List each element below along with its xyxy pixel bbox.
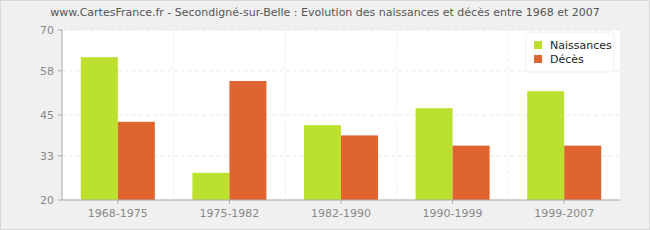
bar xyxy=(229,81,266,200)
grid-line xyxy=(62,30,620,31)
tick-mark xyxy=(58,115,62,116)
legend-label: Décès xyxy=(550,53,584,66)
x-tick-mark xyxy=(564,200,565,204)
bar xyxy=(304,125,341,200)
bar xyxy=(527,91,564,200)
x-tick-mark xyxy=(341,200,342,204)
x-tick-mark xyxy=(229,200,230,204)
legend: NaissancesDécès xyxy=(526,32,614,72)
bar xyxy=(453,146,490,200)
y-tick-label: 20 xyxy=(40,194,54,207)
legend-label: Naissances xyxy=(550,39,612,52)
tick-mark xyxy=(58,200,62,201)
bar xyxy=(416,108,453,200)
grid-line-vertical xyxy=(396,30,397,200)
grid-line-vertical xyxy=(508,30,509,200)
y-tick-label: 70 xyxy=(40,24,54,37)
x-tick-label: 1975-1982 xyxy=(199,207,259,220)
x-tick-label: 1982-1990 xyxy=(311,207,371,220)
legend-swatch xyxy=(534,41,542,49)
x-tick-mark xyxy=(452,200,453,204)
tick-mark xyxy=(58,70,62,71)
bar xyxy=(564,146,601,200)
bar xyxy=(118,122,155,200)
y-axis xyxy=(62,30,63,200)
legend-box xyxy=(526,32,614,72)
x-tick-label: 1990-1999 xyxy=(423,207,483,220)
y-tick-label: 45 xyxy=(40,109,54,122)
background xyxy=(1,1,650,230)
title: www.CartesFrance.fr - Secondigné-sur-Bel… xyxy=(50,6,600,19)
bar xyxy=(192,173,229,200)
bars xyxy=(81,57,601,200)
bar xyxy=(341,135,378,200)
tick-mark xyxy=(58,30,62,31)
y-tick-label: 58 xyxy=(40,65,54,78)
legend-swatch xyxy=(534,55,542,63)
plot-area xyxy=(62,30,620,200)
tick-mark xyxy=(58,155,62,156)
x-tick-mark xyxy=(117,200,118,204)
grid-line-vertical xyxy=(285,30,286,200)
x-tick-label: 1999-2007 xyxy=(534,207,594,220)
grid-line-vertical xyxy=(173,30,174,200)
x-tick-label: 1968-1975 xyxy=(88,207,148,220)
y-tick-label: 33 xyxy=(40,150,54,163)
chart: www.CartesFrance.fr - Secondigné-sur-Bel… xyxy=(0,0,650,230)
bar xyxy=(81,57,118,200)
